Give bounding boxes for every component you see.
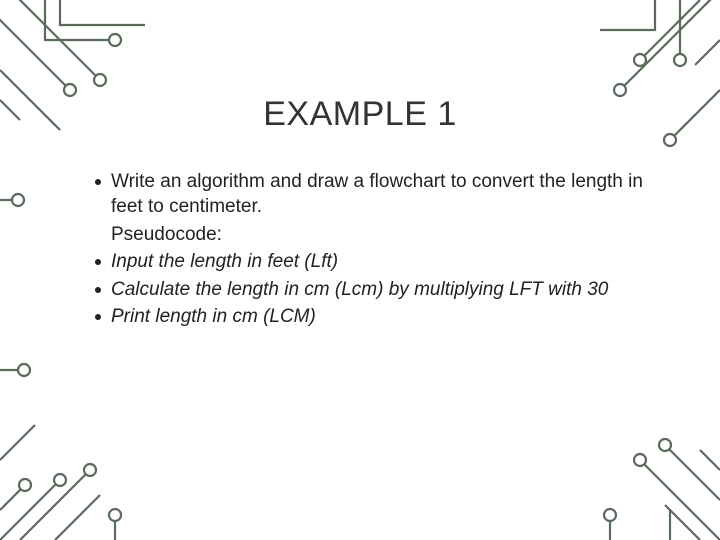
pseudocode-label: Pseudocode: — [111, 223, 222, 248]
pseudo-step: Input the length in feet (Lft) — [111, 250, 338, 275]
pseudo-step: Calculate the length in cm (Lcm) by mult… — [111, 278, 608, 303]
bullet-icon — [95, 179, 101, 185]
intro-text: Write an algorithm and draw a flowchart … — [111, 170, 655, 219]
pseudo-step: Print length in cm (LCM) — [111, 305, 316, 330]
bullet-icon — [95, 314, 101, 320]
bullet-icon — [95, 259, 101, 265]
bullet-icon — [95, 287, 101, 293]
slide-body: Write an algorithm and draw a flowchart … — [95, 170, 655, 333]
slide-title: EXAMPLE 1 — [0, 95, 720, 134]
